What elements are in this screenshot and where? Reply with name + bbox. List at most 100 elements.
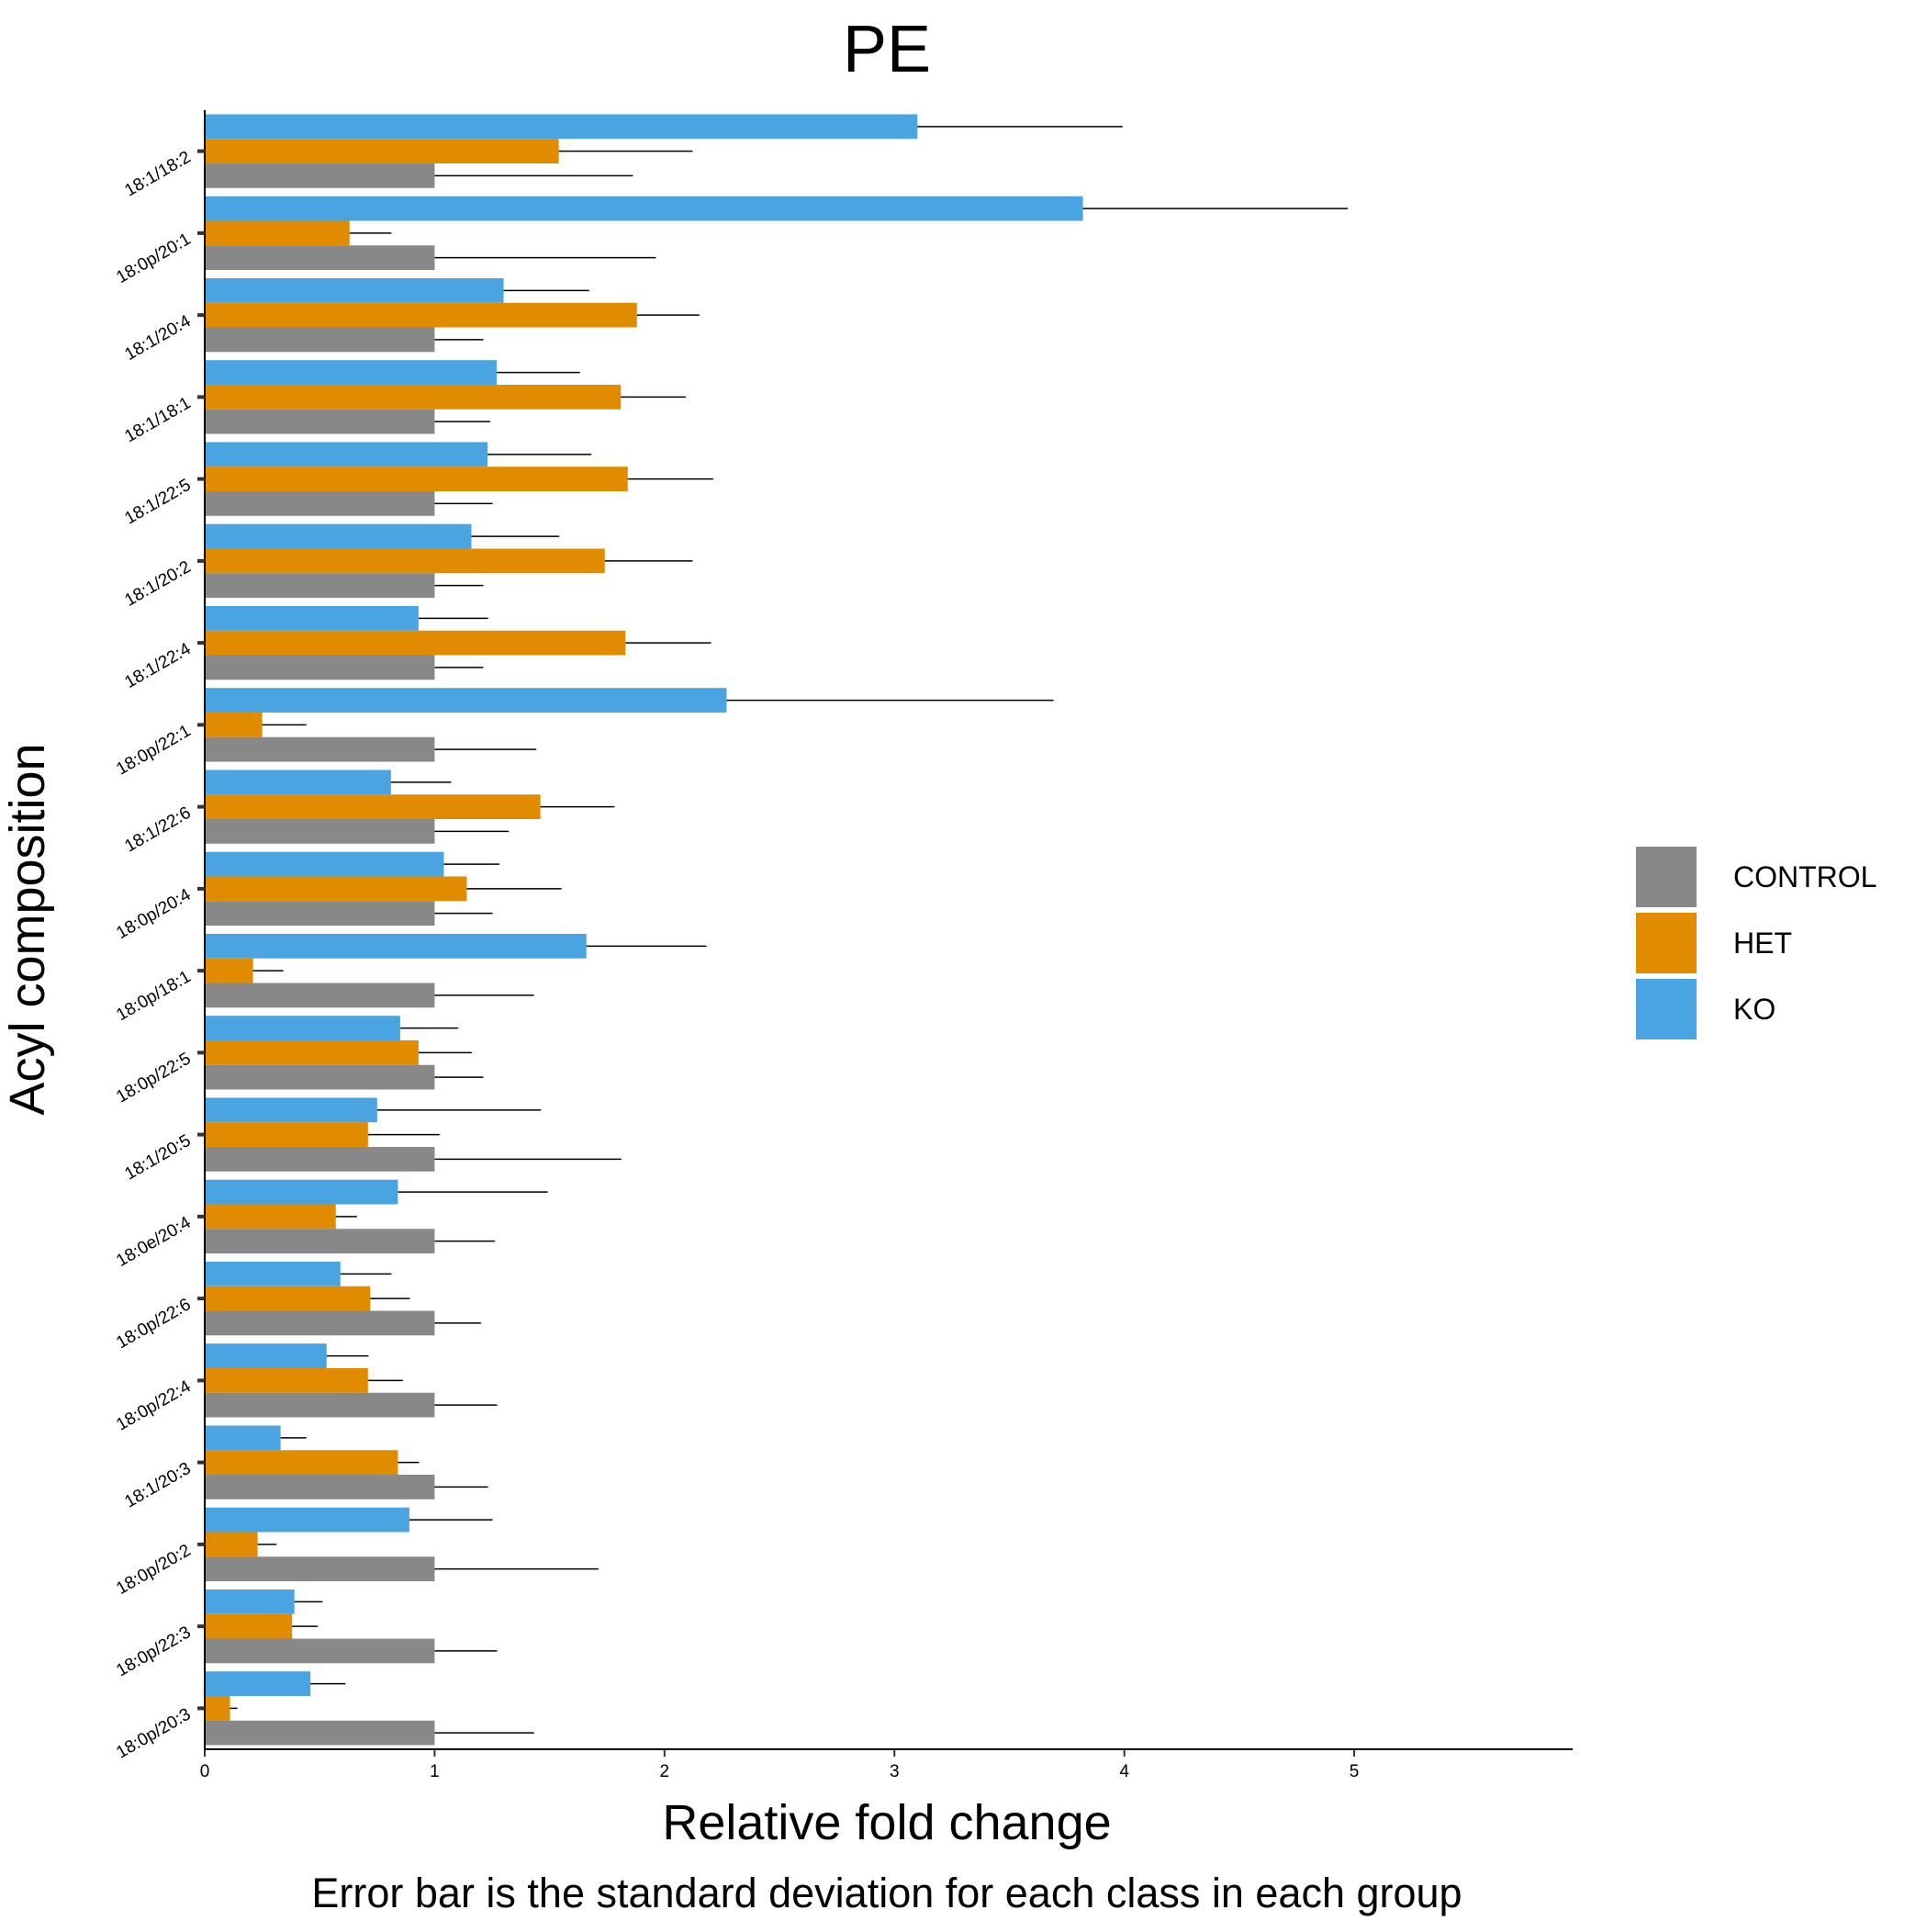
legend-key-het bbox=[1636, 913, 1697, 973]
y-axis-title: Acyl composition bbox=[0, 743, 55, 1115]
bar-ko bbox=[205, 1179, 398, 1205]
bar-het bbox=[205, 712, 263, 737]
bar-het bbox=[205, 1039, 419, 1065]
y-axis-ticks: 18:1/18:2 18:0p/20:1 18:1/20:4 18:1/18:1 18:… bbox=[113, 148, 205, 1763]
x-axis-title: Relative fold change bbox=[662, 1795, 1111, 1850]
bar-het bbox=[205, 139, 559, 164]
bar-ko bbox=[205, 605, 419, 631]
y-tick-label: 18:1/20:2 bbox=[121, 557, 194, 611]
x-tick-label: 0 bbox=[200, 1762, 210, 1781]
bar-ko bbox=[205, 933, 587, 959]
bar-control bbox=[205, 491, 435, 516]
bar-control bbox=[205, 655, 435, 680]
bar-ko bbox=[205, 1343, 327, 1368]
bar-ko bbox=[205, 114, 918, 140]
bar-het bbox=[205, 384, 622, 410]
x-axis-ticks: 0 1 2 3 4 5 bbox=[200, 1749, 1360, 1781]
bar-control bbox=[205, 736, 435, 762]
bar-control bbox=[205, 819, 435, 844]
x-tick-label: 5 bbox=[1350, 1762, 1360, 1781]
y-tick-label: 18:1/20:5 bbox=[121, 1131, 194, 1185]
bar-ko bbox=[205, 688, 727, 713]
bar-control bbox=[205, 573, 435, 599]
y-tick-label: 18:0p/22:5 bbox=[113, 1050, 194, 1107]
bar-het bbox=[205, 1122, 368, 1148]
y-tick-label: 18:0p/18:1 bbox=[113, 967, 194, 1025]
bar-het bbox=[205, 1450, 398, 1476]
plot-area bbox=[205, 114, 1349, 1746]
legend-label-ko: KO bbox=[1733, 993, 1776, 1026]
y-tick-label: 18:0p/22:4 bbox=[113, 1376, 195, 1434]
legend-key-ko bbox=[1636, 979, 1697, 1039]
bar-control bbox=[205, 901, 435, 927]
bar-control bbox=[205, 409, 435, 434]
legend-label-control: CONTROL bbox=[1733, 860, 1877, 893]
bar-het bbox=[205, 466, 628, 492]
bar-control bbox=[205, 163, 435, 188]
bar-het bbox=[205, 1286, 371, 1311]
y-tick-label: 18:1/22:6 bbox=[121, 803, 194, 857]
y-tick-label: 18:0p/20:1 bbox=[113, 230, 194, 287]
bar-control bbox=[205, 1638, 435, 1664]
y-tick-label: 18:0p/20:3 bbox=[113, 1705, 194, 1763]
bar-het bbox=[205, 1367, 368, 1393]
y-tick-label: 18:0e/20:4 bbox=[113, 1213, 195, 1271]
legend-key-control bbox=[1636, 847, 1697, 907]
bar-control bbox=[205, 245, 435, 271]
bar-ko bbox=[205, 1589, 295, 1614]
y-tick-label: 18:1/18:1 bbox=[121, 394, 194, 447]
bar-ko bbox=[205, 442, 488, 467]
x-tick-label: 1 bbox=[430, 1762, 440, 1781]
legend-label-het: HET bbox=[1733, 927, 1792, 960]
bar-ko bbox=[205, 1507, 409, 1533]
y-tick-label: 18:1/22:4 bbox=[121, 639, 194, 692]
bar-ko bbox=[205, 360, 498, 385]
bar-ko bbox=[205, 277, 504, 303]
bar-het bbox=[205, 1613, 293, 1639]
y-tick-label: 18:1/22:5 bbox=[121, 476, 194, 529]
bar-control bbox=[205, 1229, 435, 1254]
bar-ko bbox=[205, 769, 391, 795]
bar-het bbox=[205, 958, 253, 983]
bar-control bbox=[205, 1064, 435, 1090]
bar-het bbox=[205, 876, 467, 902]
bar-ko bbox=[205, 1016, 400, 1040]
bar-het bbox=[205, 1695, 230, 1721]
bar-het bbox=[205, 794, 541, 820]
chart-caption: Error bar is the standard deviation for … bbox=[311, 1870, 1462, 1916]
bar-ko bbox=[205, 196, 1083, 221]
y-tick-label: 18:1/20:3 bbox=[121, 1459, 194, 1512]
y-tick-label: 18:0p/22:6 bbox=[113, 1295, 194, 1353]
bar-het bbox=[205, 302, 637, 328]
y-tick-label: 18:0p/22:1 bbox=[113, 722, 194, 780]
bar-control bbox=[205, 1556, 435, 1582]
bar-control bbox=[205, 1310, 435, 1336]
bar-ko bbox=[205, 851, 444, 877]
bar-ko bbox=[205, 1425, 281, 1451]
bar-control bbox=[205, 1475, 435, 1500]
bar-ko bbox=[205, 1261, 341, 1286]
y-tick-label: 18:0p/20:2 bbox=[113, 1541, 194, 1599]
bar-het bbox=[205, 1532, 258, 1557]
bar-het bbox=[205, 220, 350, 246]
bar-het bbox=[205, 630, 626, 656]
bar-control bbox=[205, 1147, 435, 1172]
y-tick-label: 18:1/18:2 bbox=[121, 148, 194, 201]
chart-title: PE bbox=[843, 13, 931, 86]
bar-ko bbox=[205, 1671, 311, 1696]
bar-control bbox=[205, 327, 435, 353]
x-tick-label: 3 bbox=[890, 1762, 900, 1781]
y-tick-label: 18:0p/22:3 bbox=[113, 1623, 194, 1680]
bar-control bbox=[205, 983, 435, 1008]
bar-control bbox=[205, 1720, 435, 1746]
bar-control bbox=[205, 1392, 435, 1418]
bar-ko bbox=[205, 1097, 377, 1123]
y-tick-label: 18:1/20:4 bbox=[121, 311, 194, 365]
x-tick-label: 4 bbox=[1119, 1762, 1129, 1781]
y-tick-label: 18:0p/20:4 bbox=[113, 885, 195, 943]
bar-ko bbox=[205, 523, 472, 549]
legend: CONTROL HET KO bbox=[1636, 847, 1877, 1039]
x-tick-label: 2 bbox=[660, 1762, 670, 1781]
